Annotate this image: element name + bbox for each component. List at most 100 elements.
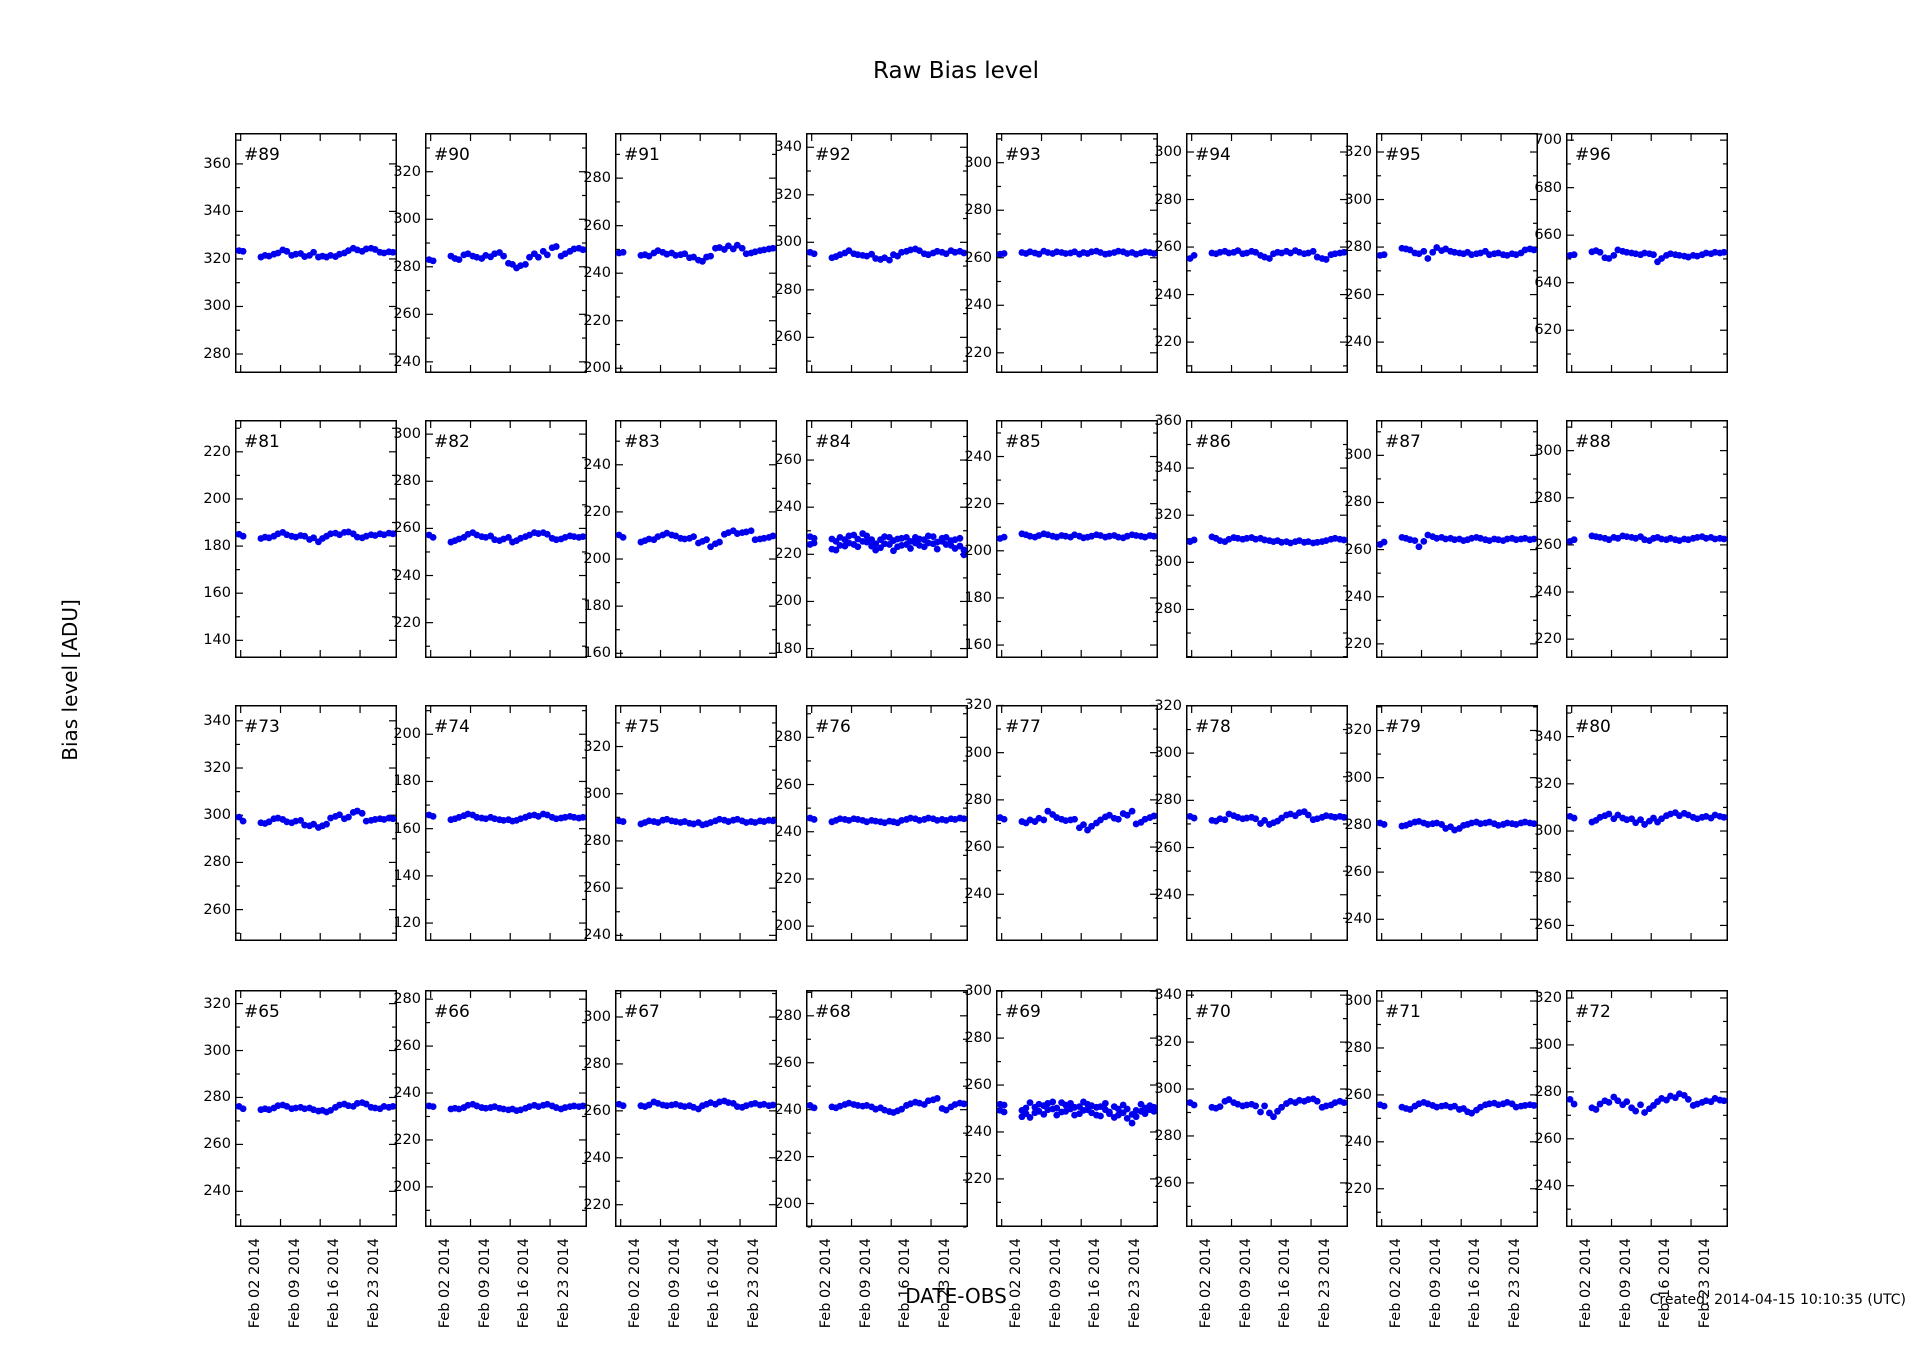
y-tick-label: 240 [393, 567, 421, 584]
y-tick-label: 140 [203, 632, 231, 649]
panel-label: #93 [1005, 145, 1041, 165]
data-points [425, 243, 587, 272]
y-tick-label: 240 [583, 927, 611, 944]
data-points [806, 530, 968, 559]
panel-label: #71 [1385, 1002, 1421, 1022]
y-tick-label: 280 [774, 729, 802, 746]
data-points [1566, 532, 1728, 545]
y-tick-label: 280 [964, 1030, 992, 1047]
x-tick-label: Feb 02 2014 [1007, 1238, 1024, 1329]
subplot-86: #86 [1186, 420, 1348, 658]
y-tick-label: 320 [1154, 1034, 1182, 1051]
data-points [235, 528, 397, 546]
y-tick-label: 200 [774, 918, 802, 935]
y-tick-label: 220 [774, 870, 802, 887]
y-tick-label: 240 [774, 499, 802, 516]
axes-frame [1186, 705, 1348, 941]
y-tick-label: 260 [1344, 541, 1372, 558]
data-points [806, 1095, 968, 1116]
panel-label: #75 [624, 717, 660, 737]
x-tick-label: Feb 23 2014 [1697, 1238, 1714, 1329]
subplot-85: #85 [996, 420, 1158, 658]
panel-label: #96 [1575, 145, 1611, 165]
y-tick-label: 320 [774, 186, 802, 203]
y-tick-label: 340 [1534, 728, 1562, 745]
data-points [1186, 808, 1348, 828]
y-tick-label: 220 [583, 503, 611, 520]
y-tick-label: 260 [1534, 1130, 1562, 1147]
x-tick-label: Feb 16 2014 [1467, 1238, 1484, 1329]
y-tick-label: 220 [1154, 334, 1182, 351]
subplot-92: #92 [806, 133, 968, 373]
subplot-80: #80 [1566, 705, 1728, 941]
data-points [425, 1100, 587, 1115]
y-tick-label: 620 [1534, 322, 1562, 339]
subplot-82: #82 [425, 420, 587, 658]
subplot-68: #68 [806, 990, 968, 1228]
y-tick-label: 240 [1344, 1133, 1372, 1150]
x-tick-label: Feb 16 2014 [1657, 1238, 1674, 1329]
data-points [1186, 1095, 1348, 1121]
panel-label: #77 [1005, 717, 1041, 737]
y-tick-label: 300 [1154, 745, 1182, 762]
subplot-94: #94 [1186, 133, 1348, 373]
axes-frame [806, 705, 968, 941]
y-tick-label: 240 [964, 886, 992, 903]
y-tick-label: 240 [964, 1123, 992, 1140]
data-points [1376, 817, 1538, 834]
y-tick-label: 300 [203, 807, 231, 824]
tick-marks [997, 421, 1157, 657]
y-tick-label: 280 [1154, 601, 1182, 618]
y-tick-label: 260 [1154, 239, 1182, 256]
y-tick-label: 200 [774, 593, 802, 610]
subplot-83: #83 [615, 420, 777, 658]
y-tick-label: 200 [583, 551, 611, 568]
y-tick-label: 260 [774, 329, 802, 346]
y-tick-label: 320 [1154, 697, 1182, 714]
data-points [615, 527, 777, 551]
y-tick-label: 260 [393, 520, 421, 537]
subplot-74: #74 [425, 705, 587, 941]
subplot-93: #93 [996, 133, 1158, 373]
x-axis-label: DATE-OBS [905, 1284, 1007, 1308]
subplot-67: #67 [615, 990, 777, 1227]
x-tick-label: Feb 16 2014 [897, 1238, 914, 1329]
subplot-76: #76 [806, 705, 968, 941]
y-tick-label: 260 [964, 1077, 992, 1094]
y-tick-label: 240 [393, 1085, 421, 1101]
y-tick-label: 240 [1534, 1177, 1562, 1194]
x-tick-label: Feb 09 2014 [857, 1238, 874, 1329]
tick-marks [236, 421, 396, 657]
y-tick-label: 300 [583, 1008, 611, 1025]
y-tick-label: 660 [1534, 227, 1562, 244]
y-tick-label: 280 [1154, 191, 1182, 208]
panel-label: #74 [434, 717, 470, 737]
data-points [806, 814, 968, 827]
panel-label: #92 [815, 145, 851, 165]
subplot-69: #69 [996, 990, 1158, 1227]
y-tick-label: 220 [964, 495, 992, 512]
x-tick-label: Feb 23 2014 [366, 1238, 383, 1329]
subplot-90: #90 [425, 133, 587, 373]
y-tick-label: 280 [393, 473, 421, 490]
panel-label: #66 [434, 1002, 470, 1022]
y-tick-label: 300 [203, 298, 231, 315]
x-tick-label: Feb 16 2014 [516, 1238, 533, 1329]
data-points [1566, 809, 1728, 828]
y-tick-label: 260 [774, 452, 802, 469]
y-tick-label: 260 [1344, 864, 1372, 881]
x-tick-label: Feb 09 2014 [1617, 1238, 1634, 1329]
y-tick-label: 240 [1344, 334, 1372, 351]
x-tick-label: Feb 02 2014 [817, 1238, 834, 1329]
y-tick-label: 220 [1344, 635, 1372, 652]
y-tick-label: 320 [583, 738, 611, 755]
y-tick-label: 180 [203, 538, 231, 555]
data-points [615, 241, 777, 265]
data-points [1376, 1098, 1538, 1117]
tick-marks [807, 421, 967, 657]
y-tick-label: 260 [1534, 536, 1562, 553]
y-tick-label: 260 [1344, 286, 1372, 303]
axes-frame [425, 990, 587, 1227]
y-tick-label: 180 [964, 589, 992, 606]
